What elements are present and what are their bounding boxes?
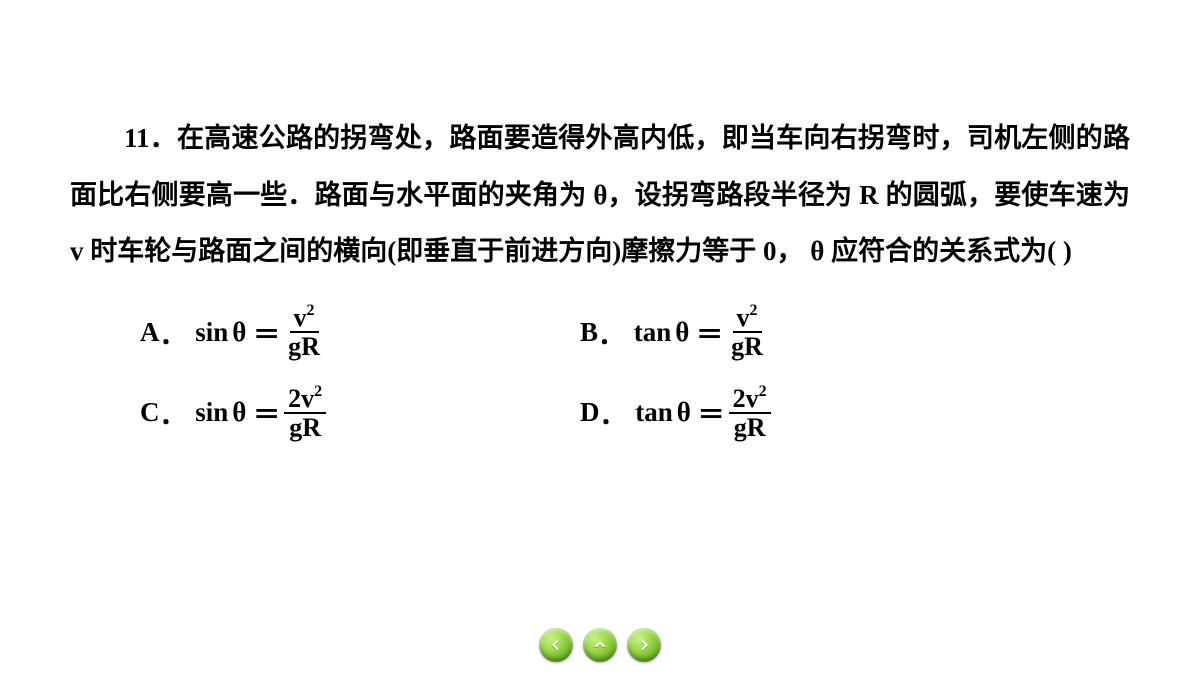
nav-buttons	[539, 628, 661, 662]
options-grid: A． sin θ ＝ v2 gR B． tan θ ＝ v2 gR C． sin…	[70, 304, 1130, 441]
chevron-right-icon	[636, 637, 652, 653]
option-b: B． tan θ ＝ v2 gR	[580, 304, 1020, 361]
fraction: v2 gR	[284, 304, 324, 361]
option-d: D． tan θ ＝ 2v2 gR	[580, 385, 1020, 442]
option-a: A． sin θ ＝ v2 gR	[140, 304, 580, 361]
up-button[interactable]	[583, 628, 617, 662]
option-c: C． sin θ ＝ 2v2 gR	[140, 385, 580, 442]
question-stem: 11．在高速公路的拐弯处，路面要造得外高内低，即当车向右拐弯时，司机左侧的路面比…	[70, 110, 1130, 280]
chevron-up-icon	[592, 637, 608, 653]
fraction: 2v2 gR	[729, 385, 771, 442]
prev-button[interactable]	[539, 628, 573, 662]
question-block: 11．在高速公路的拐弯处，路面要造得外高内低，即当车向右拐弯时，司机左侧的路面比…	[0, 0, 1200, 441]
question-number: 11	[124, 123, 150, 153]
fraction: v2 gR	[727, 304, 767, 361]
chevron-left-icon	[548, 637, 564, 653]
next-button[interactable]	[627, 628, 661, 662]
fraction: 2v2 gR	[284, 385, 326, 442]
